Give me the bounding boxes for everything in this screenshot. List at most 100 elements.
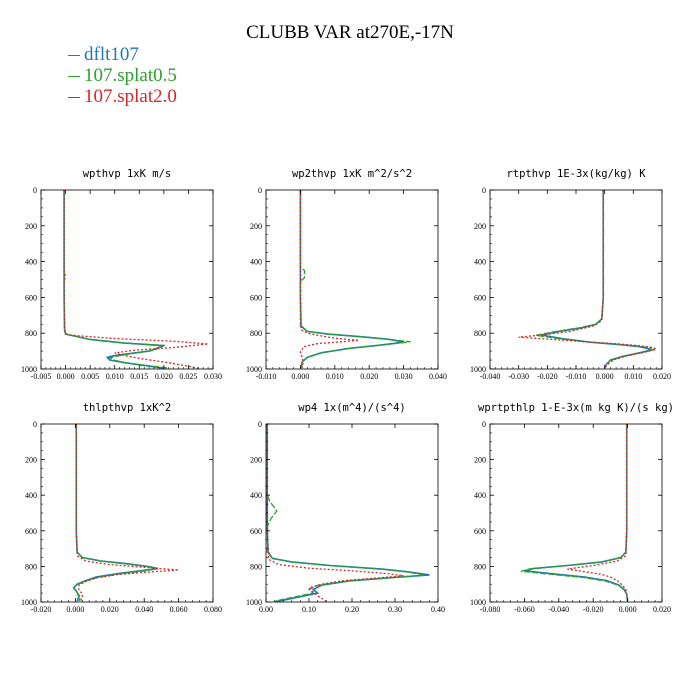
x-tick-label: -0.060: [514, 605, 535, 614]
x-tick-label: 0.020: [360, 372, 378, 381]
y-tick-label: 0: [33, 420, 37, 429]
x-tick-label: 0.025: [179, 372, 197, 381]
y-tick-label: 0: [258, 186, 262, 195]
x-tick-label: 0.000: [619, 605, 637, 614]
x-tick-label: 0.005: [81, 372, 99, 381]
y-tick-label: 200: [25, 222, 37, 231]
legend: dflt107 107.splat0.5 107.splat2.0: [68, 44, 177, 107]
series-line-dflt107: [266, 424, 430, 603]
panel-1: wpthvp 1xK m/s -0.005 0.000 0.005 0.010 0.015…: [21, 168, 222, 381]
x-tick-label: -0.030: [508, 372, 529, 381]
y-tick-label: 200: [25, 456, 37, 465]
x-tick-label: 0.000: [66, 605, 84, 614]
legend-item-splat0-5: 107.splat0.5: [68, 65, 177, 86]
x-tick-label: 0.040: [429, 372, 447, 381]
y-tick-label: 600: [250, 293, 262, 302]
y-tick-label: 400: [250, 258, 262, 267]
series-line-dflt107: [524, 424, 629, 602]
legend-item-dflt107: dflt107: [68, 44, 177, 65]
y-tick-label: 800: [250, 562, 262, 571]
y-tick-label: 400: [474, 258, 486, 267]
y-tick-label: 400: [25, 491, 37, 500]
x-tick-label: 0.030: [204, 372, 222, 381]
x-tick-label: -0.010: [256, 372, 277, 381]
panel-title: wprtpthlp 1-E-3x(m kg K)/(s kg): [478, 402, 674, 414]
x-tick-label: 0.020: [155, 372, 173, 381]
series-line-107-splat2-0: [567, 424, 629, 602]
x-tick-label: 0.015: [130, 372, 148, 381]
plot-frame: [40, 423, 214, 603]
y-tick-label: 800: [25, 562, 37, 571]
y-tick-label: 600: [250, 527, 262, 536]
y-tick-label: 600: [474, 293, 486, 302]
y-tick-label: 800: [474, 562, 486, 571]
x-tick-label: -0.020: [31, 605, 52, 614]
y-tick-label: 200: [250, 222, 262, 231]
series-line-107-splat2-0: [299, 190, 359, 369]
y-tick-label: 1000: [470, 365, 486, 374]
x-tick-label: 0.020: [653, 605, 671, 614]
figure-title: CLUBB VAR at270E,-17N: [246, 22, 454, 43]
series-line-107-splat0-5: [63, 190, 169, 369]
panel-4: thlpthvp 1xK^2 -0.020 0.000 0.020 0.040 0.060…: [21, 402, 222, 614]
series-line-107-splat2-0: [266, 424, 404, 602]
series-line-107-splat0-5: [266, 424, 426, 603]
y-tick-label: 1000: [21, 598, 37, 607]
y-tick-label: 1000: [246, 598, 262, 607]
y-tick-label: 200: [250, 456, 262, 465]
y-tick-label: 1000: [246, 365, 262, 374]
panel-title: thlpthvp 1xK^2: [83, 402, 172, 414]
x-tick-label: 0.30: [388, 605, 402, 614]
series-line-107-splat0-5: [535, 190, 656, 369]
legend-swatch: [68, 76, 80, 78]
x-tick-label: -0.040: [480, 372, 501, 381]
x-tick-label: 0.00: [259, 605, 273, 614]
legend-label: dflt107: [84, 44, 139, 65]
series-line-107-splat0-5: [520, 424, 629, 602]
x-tick-label: 0.010: [624, 372, 642, 381]
panel-title: wp2thvp 1xK m^2/s^2: [292, 168, 412, 180]
y-tick-label: 400: [474, 491, 486, 500]
x-tick-label: 0.20: [345, 605, 359, 614]
y-tick-label: 0: [258, 420, 262, 429]
y-tick-label: 400: [25, 258, 37, 267]
x-tick-label: 0.000: [57, 372, 75, 381]
plot-frame: [489, 423, 663, 603]
x-tick-label: -0.010: [566, 372, 587, 381]
series-line-107-splat2-0: [63, 190, 209, 369]
y-tick-label: 1000: [21, 365, 37, 374]
legend-label: 107.splat0.5: [84, 65, 177, 86]
y-tick-label: 1000: [470, 598, 486, 607]
y-tick-label: 200: [474, 456, 486, 465]
y-tick-label: 0: [33, 186, 37, 195]
x-tick-label: -0.020: [537, 372, 558, 381]
legend-swatch: [68, 55, 80, 57]
y-tick-label: 0: [482, 186, 486, 195]
x-tick-label: 0.010: [326, 372, 344, 381]
x-tick-label: 0.020: [653, 372, 671, 381]
x-tick-label: 0.40: [431, 605, 445, 614]
plot-frame: [489, 189, 663, 370]
panel-title: rtpthvp 1E-3x(kg/kg) K: [506, 168, 646, 180]
panel-title: wpthvp 1xK m/s: [83, 168, 172, 180]
y-tick-label: 600: [25, 293, 37, 302]
legend-label: 107.splat2.0: [84, 86, 177, 107]
x-tick-label: 0.10: [302, 605, 316, 614]
panel-3: rtpthvp 1E-3x(kg/kg) K -0.040 -0.030 -0.020…: [470, 168, 671, 381]
panel-2: wp2thvp 1xK m^2/s^2 -0.010 0.000 0.010 0.020…: [246, 168, 447, 381]
series-line-dflt107: [541, 190, 653, 369]
legend-item-splat2-0: 107.splat2.0: [68, 86, 177, 107]
x-tick-label: 0.030: [395, 372, 413, 381]
x-tick-label: -0.005: [31, 372, 52, 381]
x-tick-label: 0.000: [596, 372, 614, 381]
y-tick-label: 200: [474, 222, 486, 231]
y-tick-label: 400: [250, 491, 262, 500]
series-line-107-splat0-5: [299, 190, 411, 369]
x-tick-label: 0.080: [204, 605, 222, 614]
y-tick-label: 0: [482, 420, 486, 429]
plot-frame: [265, 189, 439, 370]
y-tick-label: 800: [25, 329, 37, 338]
series-line-dflt107: [72, 424, 159, 602]
x-tick-label: -0.020: [583, 605, 604, 614]
